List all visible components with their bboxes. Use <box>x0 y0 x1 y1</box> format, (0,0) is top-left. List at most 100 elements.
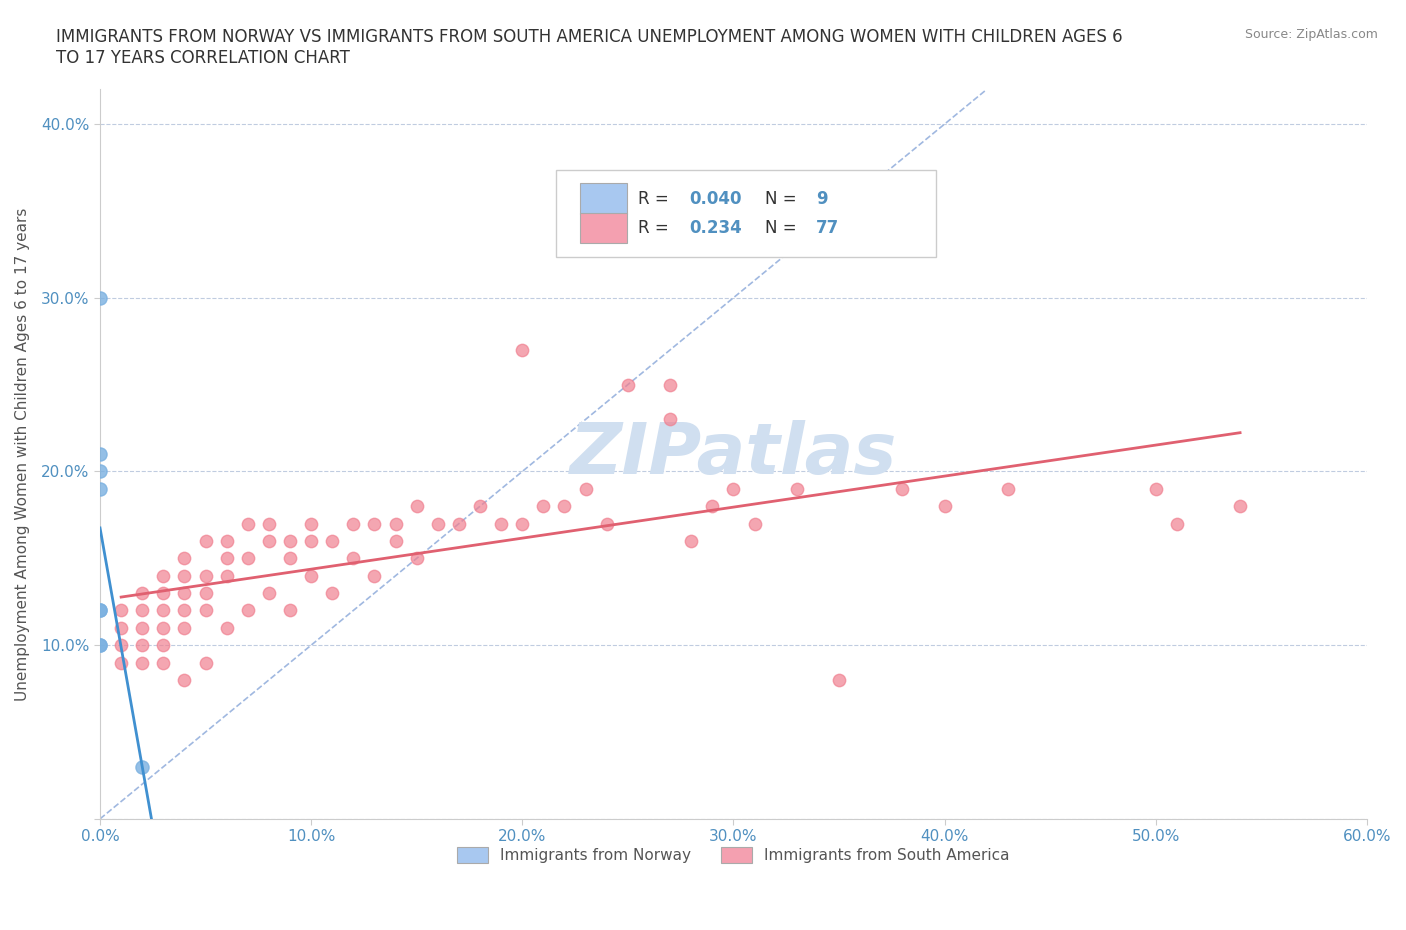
Point <box>89 638 111 653</box>
Point <box>659 378 682 392</box>
Point <box>997 482 1019 497</box>
Text: N =: N = <box>765 219 801 237</box>
Point <box>321 534 343 549</box>
Point <box>110 620 132 635</box>
Point <box>194 568 217 583</box>
Point <box>236 516 259 531</box>
FancyBboxPatch shape <box>555 169 936 258</box>
Point <box>617 378 640 392</box>
Point <box>659 412 682 427</box>
Point <box>152 638 174 653</box>
Point <box>173 672 195 687</box>
Point <box>215 620 238 635</box>
Point <box>786 482 808 497</box>
Point <box>194 586 217 601</box>
Point <box>384 534 406 549</box>
Point <box>596 516 619 531</box>
Point <box>553 498 575 513</box>
Point <box>131 638 153 653</box>
Point <box>131 603 153 618</box>
Point <box>152 586 174 601</box>
Point <box>723 482 745 497</box>
FancyBboxPatch shape <box>581 183 627 214</box>
Text: ZIPatlas: ZIPatlas <box>569 419 897 488</box>
Point <box>363 568 385 583</box>
Point <box>152 568 174 583</box>
Point <box>194 534 217 549</box>
Point <box>575 482 598 497</box>
Text: Source: ZipAtlas.com: Source: ZipAtlas.com <box>1244 28 1378 41</box>
Text: R =: R = <box>638 219 675 237</box>
Text: 0.040: 0.040 <box>689 190 741 207</box>
Point <box>447 516 470 531</box>
Point <box>384 516 406 531</box>
Text: R =: R = <box>638 190 675 207</box>
Point <box>173 586 195 601</box>
Point <box>321 586 343 601</box>
Point <box>89 638 111 653</box>
Point <box>215 568 238 583</box>
Point <box>405 551 427 565</box>
Point <box>1144 482 1167 497</box>
Point <box>744 516 766 531</box>
Point <box>236 603 259 618</box>
Point <box>173 551 195 565</box>
Point <box>194 655 217 670</box>
Point <box>278 603 301 618</box>
Point <box>110 603 132 618</box>
Point <box>363 516 385 531</box>
Text: IMMIGRANTS FROM NORWAY VS IMMIGRANTS FROM SOUTH AMERICA UNEMPLOYMENT AMONG WOMEN: IMMIGRANTS FROM NORWAY VS IMMIGRANTS FRO… <box>56 28 1123 67</box>
Point <box>194 603 217 618</box>
Point <box>152 603 174 618</box>
Point <box>89 603 111 618</box>
Point <box>215 534 238 549</box>
FancyBboxPatch shape <box>581 213 627 244</box>
Point <box>131 759 153 774</box>
Point <box>702 498 724 513</box>
Point <box>152 655 174 670</box>
Point <box>891 482 914 497</box>
Legend: Immigrants from Norway, Immigrants from South America: Immigrants from Norway, Immigrants from … <box>451 842 1015 870</box>
Point <box>489 516 512 531</box>
Text: 0.234: 0.234 <box>689 219 742 237</box>
Point <box>89 446 111 461</box>
Point <box>173 620 195 635</box>
Point <box>89 464 111 479</box>
Point <box>1229 498 1251 513</box>
Point <box>342 516 364 531</box>
Point <box>89 603 111 618</box>
Point <box>236 551 259 565</box>
Point <box>342 551 364 565</box>
Point <box>131 620 153 635</box>
Point <box>131 586 153 601</box>
Point <box>89 290 111 305</box>
Point <box>405 498 427 513</box>
Point <box>426 516 449 531</box>
Point <box>1166 516 1188 531</box>
Point <box>257 534 280 549</box>
Point <box>110 638 132 653</box>
Point <box>110 655 132 670</box>
Point <box>468 498 491 513</box>
Text: N =: N = <box>765 190 801 207</box>
Point <box>215 551 238 565</box>
Point <box>173 568 195 583</box>
Point <box>299 568 322 583</box>
Point <box>89 482 111 497</box>
Point <box>531 498 554 513</box>
Point <box>131 655 153 670</box>
Y-axis label: Unemployment Among Women with Children Ages 6 to 17 years: Unemployment Among Women with Children A… <box>15 207 30 701</box>
Point <box>681 534 703 549</box>
Point <box>278 551 301 565</box>
Point <box>299 516 322 531</box>
Point <box>828 672 851 687</box>
Point <box>510 342 533 357</box>
Point <box>299 534 322 549</box>
Text: 77: 77 <box>815 219 839 237</box>
Point <box>173 603 195 618</box>
Point <box>257 586 280 601</box>
Text: 9: 9 <box>815 190 827 207</box>
Point <box>278 534 301 549</box>
Point <box>257 516 280 531</box>
Point <box>934 498 956 513</box>
